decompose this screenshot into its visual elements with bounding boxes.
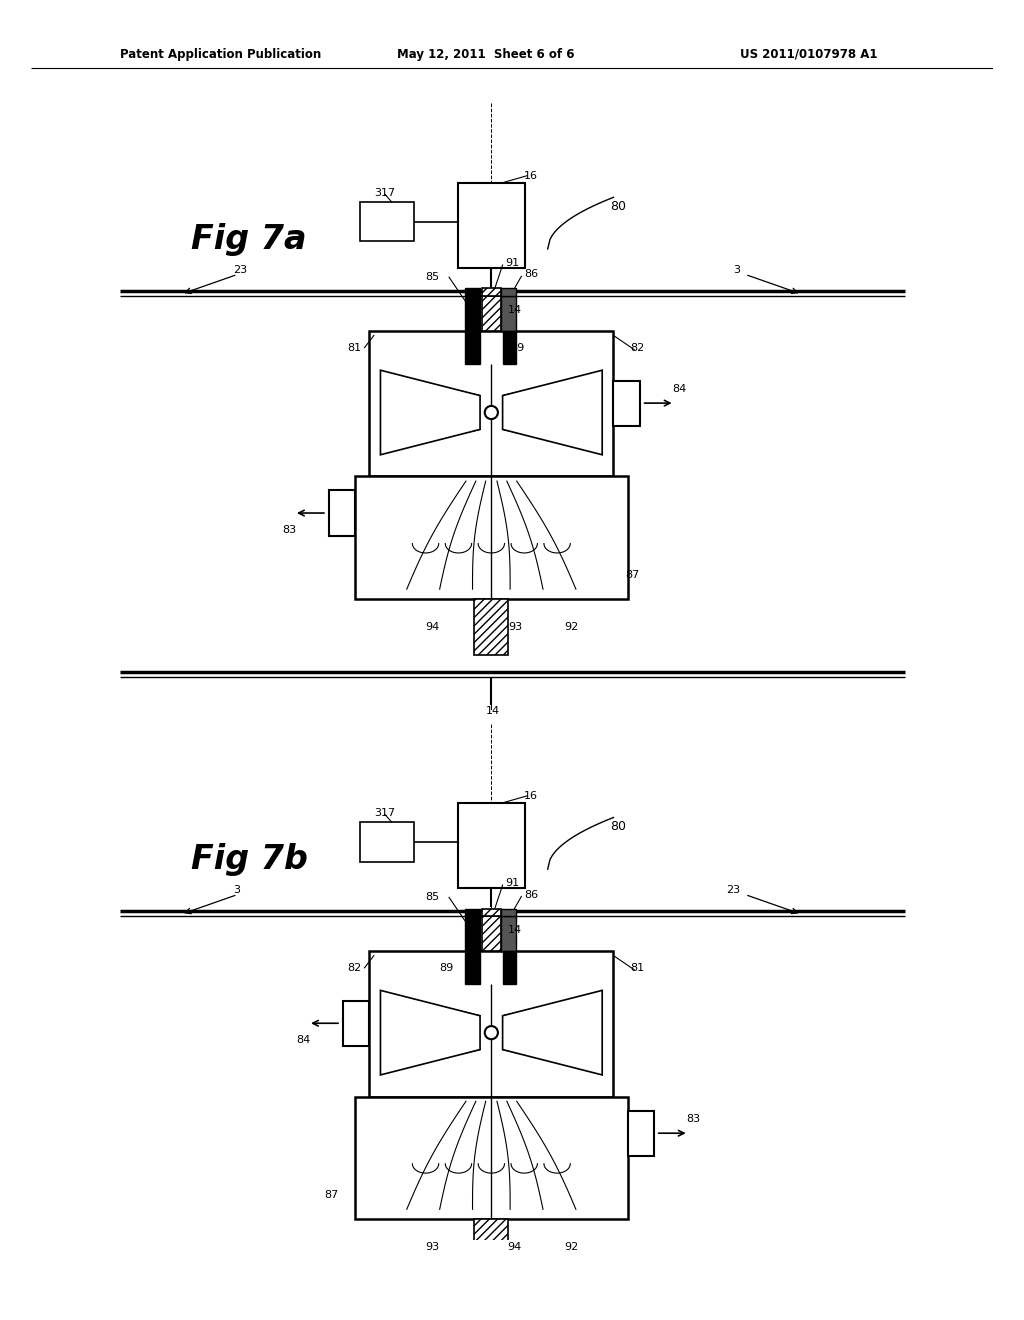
Text: US 2011/0107978 A1: US 2011/0107978 A1 (740, 48, 878, 61)
Bar (465, 289, 480, 296)
Text: 317: 317 (375, 187, 395, 198)
Polygon shape (381, 990, 480, 1074)
Text: 85: 85 (426, 272, 439, 282)
Polygon shape (381, 370, 480, 455)
Bar (465, 331, 480, 363)
Text: 87: 87 (324, 1191, 338, 1200)
Text: 23: 23 (726, 884, 740, 895)
Text: 14: 14 (486, 706, 501, 717)
Text: May 12, 2011  Sheet 6 of 6: May 12, 2011 Sheet 6 of 6 (397, 48, 574, 61)
Bar (465, 916, 480, 950)
Bar (482, 908, 501, 916)
Text: 89: 89 (439, 962, 454, 973)
Text: Patent Application Publication: Patent Application Publication (120, 48, 322, 61)
Text: Fig 7b: Fig 7b (190, 843, 307, 876)
Circle shape (484, 407, 498, 418)
Bar (458, 183, 525, 268)
Circle shape (484, 1026, 498, 1039)
Text: 92: 92 (564, 1242, 579, 1251)
Text: 16: 16 (524, 170, 538, 181)
Bar (482, 289, 501, 296)
Text: 82: 82 (630, 343, 644, 352)
Text: 14: 14 (508, 925, 522, 936)
Text: 3: 3 (733, 265, 740, 275)
Bar (501, 296, 516, 331)
Text: 86: 86 (524, 269, 539, 280)
Bar (343, 1001, 370, 1045)
Text: 89: 89 (510, 343, 524, 352)
Polygon shape (503, 990, 602, 1074)
Text: 83: 83 (686, 1114, 700, 1125)
Text: 16: 16 (524, 791, 538, 801)
Text: 94: 94 (508, 1242, 522, 1251)
Text: 84: 84 (672, 384, 686, 393)
Bar (501, 289, 516, 296)
Text: 83: 83 (283, 525, 296, 535)
Text: 81: 81 (630, 962, 644, 973)
Bar (355, 1097, 628, 1218)
Bar (370, 950, 613, 1097)
Text: 93: 93 (426, 1242, 439, 1251)
Text: 81: 81 (347, 343, 361, 352)
Bar (458, 804, 525, 888)
Bar (501, 916, 516, 950)
Text: 92: 92 (564, 622, 579, 632)
Bar (613, 380, 640, 425)
Text: 80: 80 (610, 820, 627, 833)
Text: 94: 94 (425, 622, 439, 632)
Bar (482, 916, 501, 950)
Text: Fig 7a: Fig 7a (190, 223, 306, 256)
Text: 85: 85 (426, 892, 439, 903)
Bar (628, 1110, 654, 1156)
Bar (503, 331, 516, 363)
Text: 82: 82 (347, 962, 361, 973)
Bar (503, 950, 516, 983)
Text: 80: 80 (610, 201, 627, 214)
Bar (355, 477, 628, 598)
Text: 14: 14 (508, 305, 522, 315)
Text: 91: 91 (506, 259, 519, 268)
Text: 84: 84 (296, 1035, 310, 1045)
Bar (370, 331, 613, 477)
Text: 93: 93 (508, 622, 522, 632)
Bar (465, 296, 480, 331)
Bar (474, 1218, 508, 1275)
Text: 3: 3 (232, 884, 240, 895)
Text: 87: 87 (625, 570, 639, 579)
Text: 86: 86 (524, 890, 539, 899)
Text: 317: 317 (375, 808, 395, 818)
Bar (501, 908, 516, 916)
Bar (474, 598, 508, 655)
Bar (329, 491, 355, 536)
Bar (359, 202, 415, 242)
Text: 91: 91 (506, 878, 519, 888)
Bar (465, 950, 480, 983)
Bar (465, 908, 480, 916)
Text: 23: 23 (232, 265, 247, 275)
Polygon shape (503, 370, 602, 455)
Bar (482, 296, 501, 331)
Bar (359, 822, 415, 862)
